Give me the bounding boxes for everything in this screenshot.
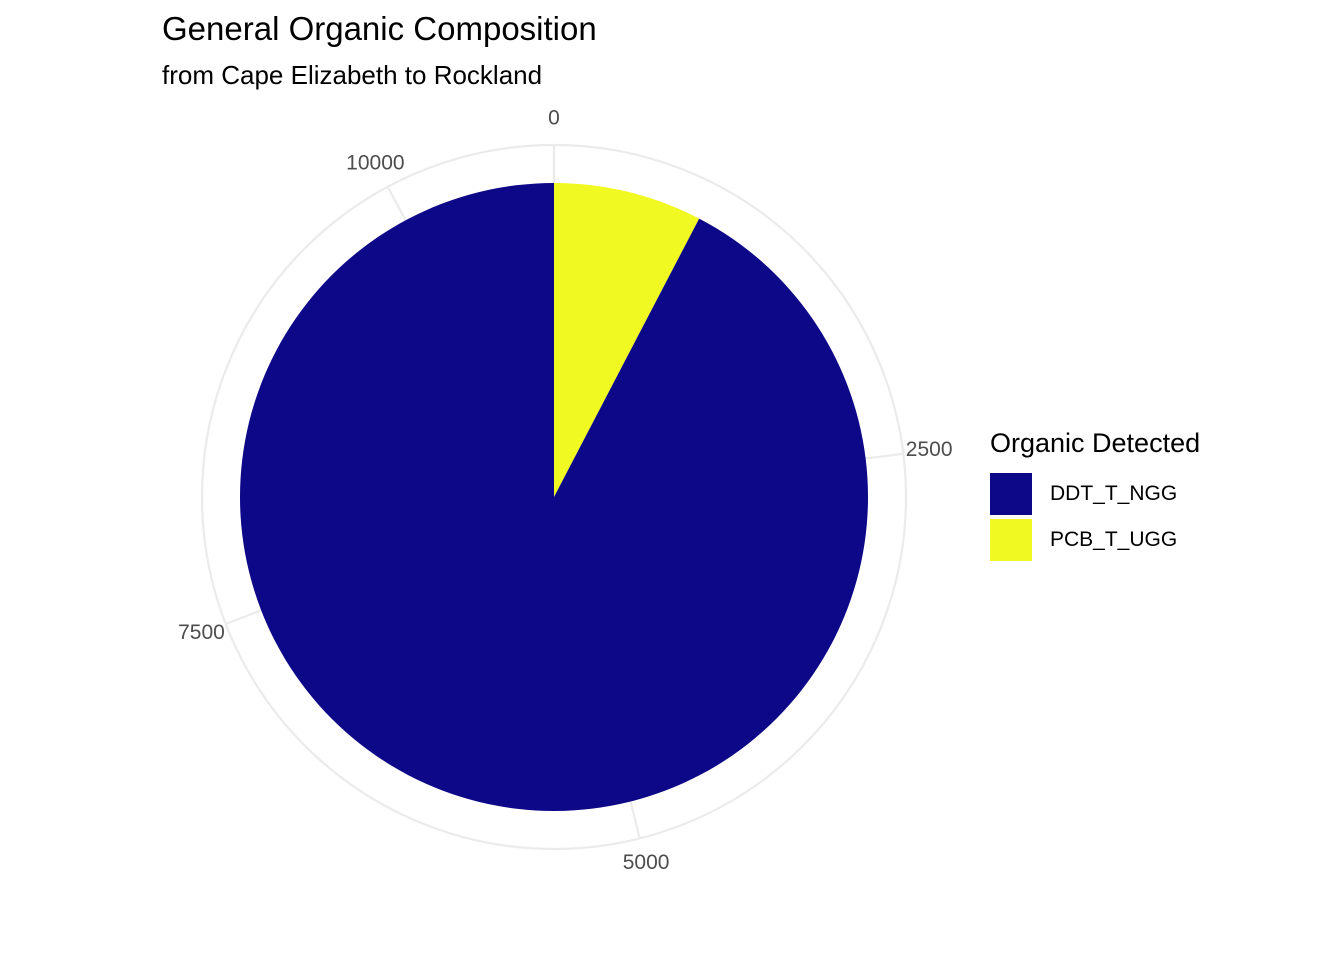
tick-label-7500: 7500 <box>178 621 225 644</box>
tick-label-10000: 10000 <box>346 151 404 174</box>
legend-label-ddt: DDT_T_NGG <box>1050 482 1178 505</box>
tick-label-2500: 2500 <box>906 438 953 461</box>
pie-slice-ddt-t-ngg <box>239 183 868 811</box>
legend-item-ddt: DDT_T_NGG <box>990 471 1200 517</box>
pie-slice-pcb-t-ugg <box>554 183 700 497</box>
legend-label-pcb: PCB_T_UGG <box>1050 528 1178 551</box>
pie-slices <box>239 183 868 811</box>
tick-label-5000: 5000 <box>623 851 670 874</box>
legend-title: Organic Detected <box>990 428 1201 458</box>
tick-label-0: 0 <box>548 107 560 130</box>
legend-key-pcb <box>990 519 1032 561</box>
angle-tick-labels: 0 2500 5000 7500 10000 <box>178 107 952 875</box>
legend-key-ddt <box>990 473 1032 515</box>
legend: Organic Detected DDT_T_NGG PCB_T_UGG <box>990 428 1200 563</box>
legend-item-pcb: PCB_T_UGG <box>990 517 1200 563</box>
chart-subtitle: from Cape Elizabeth to Rockland <box>162 60 543 90</box>
chart-title: General Organic Composition <box>162 10 597 47</box>
